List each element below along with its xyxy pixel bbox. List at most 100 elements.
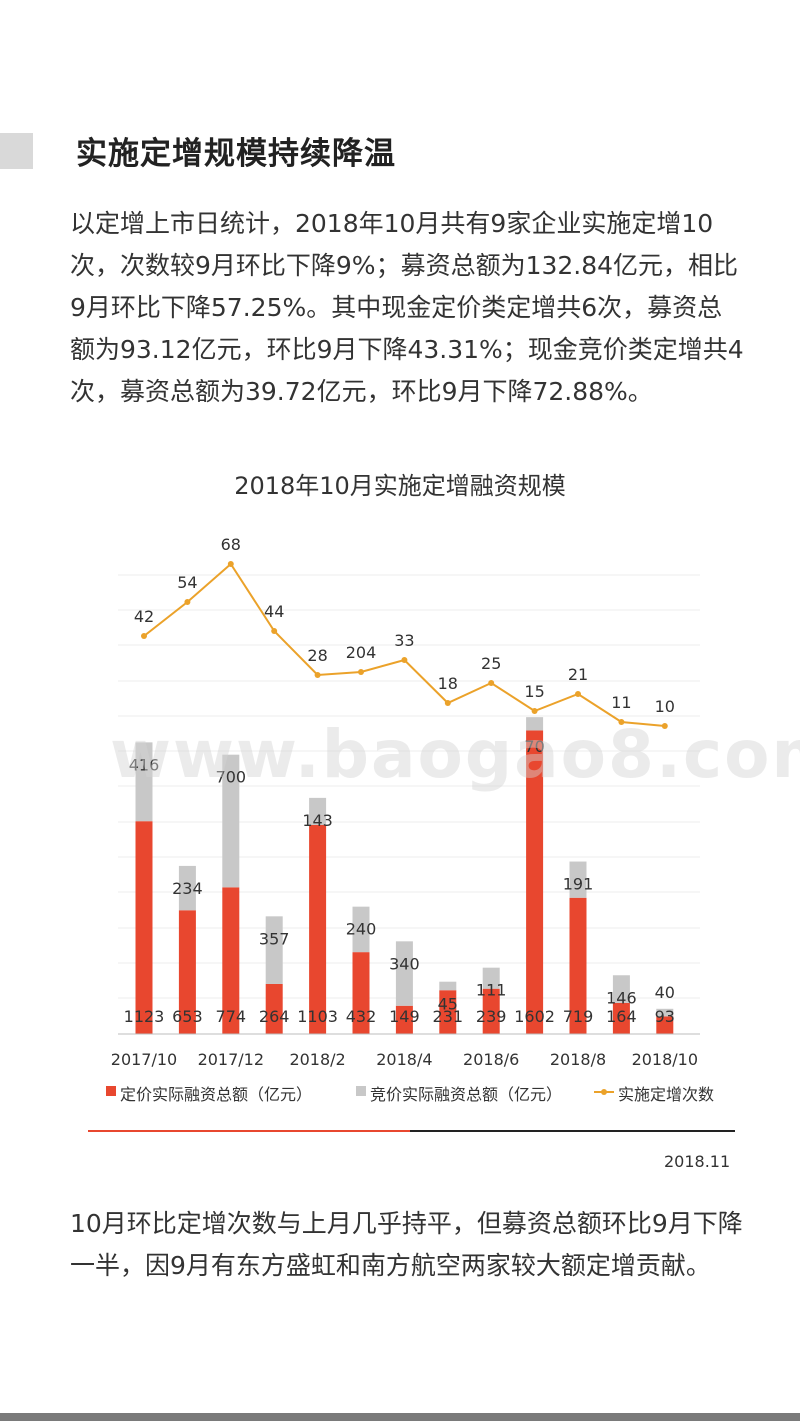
x-tick-2018/10: 2018/10	[632, 1050, 698, 1069]
report-date: 2018.11	[664, 1152, 731, 1171]
count-point-2018/2	[314, 672, 321, 678]
x-tick-2018/2: 2018/2	[289, 1050, 345, 1069]
bar-bid-2017/11	[178, 865, 196, 911]
bar-bid-2018/4	[395, 941, 413, 1006]
label-bid-2018/3: 240	[346, 920, 377, 939]
label-bid-2017/10: 416	[129, 755, 160, 774]
chart-gridlines	[118, 574, 700, 1035]
legend-dot-count	[601, 1089, 607, 1095]
count-label-2017/10: 42	[134, 607, 154, 626]
count-point-2017/11	[184, 599, 191, 605]
label-bid-2018/10: 40	[655, 983, 675, 1002]
label-bid-2018/7: 70	[524, 737, 544, 756]
count-point-2017/10	[141, 633, 147, 639]
count-point-2018/4	[401, 657, 408, 663]
count-label-2017/12: 68	[221, 535, 241, 554]
bar-fixed-2018/8	[569, 897, 587, 1034]
label-bid-2018/8: 191	[563, 875, 594, 894]
legend-swatch-bid	[356, 1086, 366, 1096]
bar-fixed-2018/2	[309, 824, 327, 1034]
label-fixed-2018/2: 1103	[297, 1007, 338, 1026]
label-fixed-2018/4: 149	[389, 1007, 420, 1026]
x-tick-2018/8: 2018/8	[550, 1050, 606, 1069]
bar-fixed-2018/9	[612, 1002, 630, 1034]
count-point-2018/6	[488, 680, 495, 686]
count-label-2018/9: 11	[611, 693, 631, 712]
label-fixed-2018/10: 93	[655, 1007, 675, 1026]
label-fixed-2018/6: 239	[476, 1007, 507, 1026]
x-tick-2018/4: 2018/4	[376, 1050, 432, 1069]
bar-bid-2018/2	[309, 797, 327, 825]
label-bid-2018/9: 146	[606, 988, 637, 1007]
bar-fixed-2017/10	[135, 821, 153, 1034]
bar-fixed-2018/3	[352, 952, 370, 1034]
bar-fixed-2017/11	[178, 910, 196, 1034]
chart-legend: 定价实际融资总额（亿元） 竞价实际融资总额（亿元） 实施定增次数	[106, 1085, 714, 1104]
label-bid-2017/12: 700	[216, 768, 247, 787]
count-point-2018/5	[444, 700, 451, 706]
bar-bid-2018/7	[526, 717, 544, 731]
legend-label-count: 实施定增次数	[618, 1085, 714, 1104]
bar-fixed-2018/6	[482, 988, 500, 1034]
count-point-2018/1	[271, 628, 278, 634]
bar-fixed-2018/1	[265, 983, 283, 1034]
count-label-2018/4: 33	[394, 631, 414, 650]
bar-bid-2018/1	[265, 916, 283, 984]
x-tick-2017/12: 2017/12	[198, 1050, 264, 1069]
label-bid-2018/6: 111	[476, 981, 507, 1000]
x-tick-2017/10: 2017/10	[111, 1050, 177, 1069]
count-point-2018/7	[531, 708, 538, 714]
label-fixed-2018/1: 264	[259, 1007, 290, 1026]
chart-x-axis: 2017/10 2017/12 2018/2 2018/4 2018/6 2018/8 20…	[111, 1033, 700, 1069]
bottom-bar	[0, 1413, 800, 1421]
chart-bar-labels: 1123 416 653 234 774 700 264 357 1103 143 432 240 14…	[124, 737, 675, 1026]
bar-bid-2018/9	[612, 975, 630, 1003]
count-label-2018/2: 28	[307, 646, 327, 665]
count-label-2018/8: 21	[568, 665, 588, 684]
chart-bars	[135, 717, 674, 1034]
label-bid-2017/11: 234	[172, 879, 203, 898]
count-label-2017/11: 54	[177, 573, 197, 592]
bar-fixed-2018/7	[526, 730, 544, 1034]
count-label-2018/3: 204	[346, 643, 377, 662]
section-marker	[0, 133, 33, 169]
label-bid-2018/2: 143	[302, 811, 333, 830]
label-fixed-2018/5: 231	[433, 1007, 464, 1026]
label-fixed-2017/12: 774	[216, 1007, 247, 1026]
count-label-2018/7: 15	[524, 682, 544, 701]
count-point-2018/3	[358, 669, 364, 675]
label-fixed-2018/3: 432	[346, 1007, 377, 1026]
count-point-2018/8	[575, 691, 581, 697]
bar-bid-2017/10	[135, 742, 153, 822]
financing-chart: 1123 416 653 234 774 700 264 357 1103 143 432 240 14…	[106, 535, 714, 1104]
divider-red	[88, 1130, 410, 1132]
intro-paragraph: 以定增上市日统计，2018年10月共有9家企业实施定增10次，次数较9月环比下降…	[70, 209, 744, 406]
count-point-2018/9	[618, 719, 625, 725]
bar-bid-2018/8	[569, 861, 587, 898]
x-tick-2018/6: 2018/6	[463, 1050, 519, 1069]
legend-swatch-fixed	[106, 1086, 116, 1096]
label-fixed-2017/10: 1123	[124, 1007, 165, 1026]
bar-bid-2018/10	[656, 1008, 674, 1017]
label-fixed-2018/8: 719	[563, 1007, 594, 1026]
legend-label-bid: 竞价实际融资总额（亿元）	[370, 1085, 562, 1104]
count-label-2018/6: 25	[481, 654, 501, 673]
legend-label-fixed: 定价实际融资总额（亿元）	[120, 1085, 312, 1104]
section-heading: 实施定增规模持续降温	[76, 136, 396, 172]
chart-line: 42 54 68 44 28 204 33 18 25 15 21 11 10	[134, 535, 675, 729]
bar-fixed-2018/4	[395, 1005, 413, 1034]
bar-bid-2018/5	[439, 981, 457, 991]
count-label-2018/1: 44	[264, 602, 284, 621]
count-point-2017/12	[227, 561, 234, 567]
label-bid-2018/1: 357	[259, 929, 290, 948]
conclusion-paragraph: 10月环比定增次数与上月几乎持平，但募资总额环比9月下降一半，因9月有东方盛虹和…	[70, 1209, 743, 1280]
bar-bid-2018/6	[482, 967, 500, 989]
label-fixed-2018/9: 164	[606, 1007, 637, 1026]
bar-bid-2018/3	[352, 906, 370, 953]
count-label-2018/10: 10	[655, 697, 675, 716]
label-bid-2018/5: 45	[438, 995, 458, 1014]
bar-fixed-2017/12	[222, 887, 240, 1034]
bar-bid-2017/12	[222, 754, 240, 888]
bar-fixed-2018/10	[656, 1016, 674, 1034]
count-point-2018/10	[661, 723, 668, 729]
